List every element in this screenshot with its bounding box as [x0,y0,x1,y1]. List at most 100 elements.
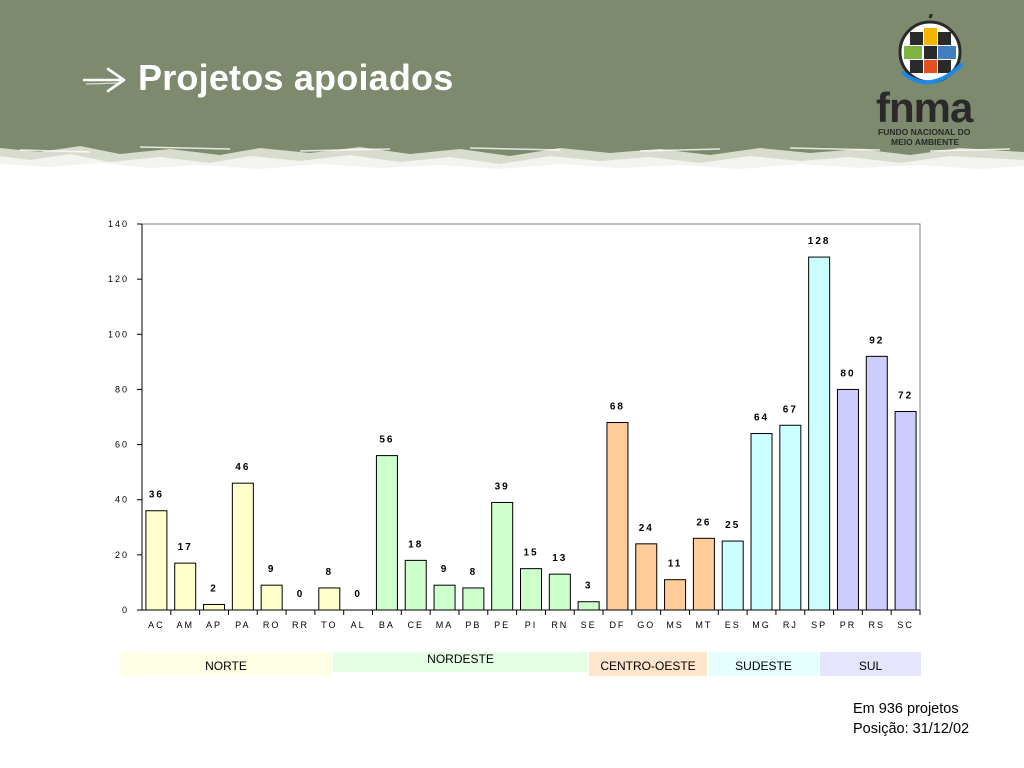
data-label: 56 [379,435,394,446]
x-tick-label: AC [148,620,165,630]
region-norte: NORTE [120,652,332,676]
data-label: 26 [696,517,711,528]
page-title: Projetos apoiados [138,57,454,98]
data-label: 8 [470,567,478,578]
data-label: 36 [149,490,164,501]
bar-es [721,540,744,611]
bar-pe [491,501,514,611]
globe-icon [898,14,964,85]
data-label: 17 [178,542,193,553]
x-tick-label: RN [551,620,568,630]
region-label: NORTE [205,659,247,673]
bar-df [606,422,629,611]
data-label: 25 [725,520,740,531]
data-label: 68 [610,402,625,413]
data-label: 15 [523,548,538,559]
data-label: 72 [898,390,913,401]
logo-subtitle-line2: MEIO AMBIENTE [891,137,960,147]
region-label: SUL [858,659,883,673]
bar-mt [692,537,715,611]
bar-ap [203,603,226,611]
x-tick-label: RS [869,620,886,630]
data-label: 0 [297,589,305,600]
bar-rj [779,424,802,611]
bar-go [635,543,658,611]
note-line2: Posição: 31/12/02 [853,721,970,737]
region-label: CENTRO-OESTE [600,659,696,673]
x-tick-label: GO [637,620,655,630]
x-tick-label: MA [436,620,454,630]
x-tick-label: MT [695,620,712,630]
y-tick-label: 100 [108,329,129,339]
y-tick-label: 120 [108,274,129,284]
x-tick-label: RO [263,620,281,630]
data-label: 9 [441,564,449,575]
bar-sc [894,410,917,611]
data-label: 2 [210,583,218,594]
logo-wordmark: fnma [876,84,973,131]
data-label: 80 [840,368,855,379]
arrow-right-icon [82,67,126,93]
header-banner [0,0,1024,176]
data-label: 67 [783,404,798,415]
bar-se [577,601,600,611]
data-label: 13 [552,553,567,564]
data-label: 39 [495,481,510,492]
x-tick-label: PE [494,620,510,630]
bar-ce [404,559,427,611]
logo-subtitle-line1: FUNDO NACIONAL DO [878,127,971,137]
x-tick-label: AL [351,620,366,630]
y-tick-label: 80 [115,384,129,394]
x-tick-label: TO [321,620,337,630]
y-tick-label: 40 [115,495,129,505]
x-tick-label: SC [897,620,914,630]
note: Em 936 projetos Posição: 31/12/02 [853,699,969,739]
data-label: 24 [639,523,654,534]
bar-ma [433,584,456,611]
y-tick-label: 140 [108,219,129,229]
x-tick-label: SP [811,620,827,630]
data-label: 9 [268,564,276,575]
fnma-logo [898,14,964,85]
data-label: 8 [326,567,334,578]
x-tick-label: RJ [783,620,798,630]
data-label: 18 [408,539,423,550]
brush-edge-decoration [0,140,1024,176]
x-tick-label: RR [292,620,309,630]
bar-sp [808,256,831,611]
region-sudeste: SUDESTE [708,652,819,676]
data-label: 11 [668,559,683,570]
y-tick-label: 20 [115,550,129,560]
bar-mg [750,433,773,611]
data-label: 92 [869,335,884,346]
data-label: 128 [808,236,831,247]
x-tick-label: CE [407,620,424,630]
bar-pi [520,568,542,611]
region-nordeste: NORDESTE [333,652,588,672]
bar-pr [836,388,859,611]
bar-rn [548,573,571,611]
x-tick-label: AP [206,620,222,630]
bar-ba [375,455,398,611]
x-tick-label: MS [666,620,684,630]
x-tick-label: DF [609,620,625,630]
bar-pb [462,587,485,611]
bar-am [174,562,197,611]
bar-pa [231,482,254,611]
region-centro-oeste: CENTRO-OESTE [589,652,707,676]
bar-ms [664,579,687,611]
data-label: 3 [585,581,593,592]
data-label: 0 [354,589,362,600]
data-label: 64 [754,413,769,424]
y-tick-label: 0 [122,605,129,615]
x-tick-label: PA [235,620,250,630]
bar-rs [865,355,888,611]
x-tick-label: MG [752,620,771,630]
region-label: SUDESTE [735,659,792,673]
region-sul: SUL [820,652,921,676]
bar-to [318,587,341,611]
x-tick-label: AM [176,620,194,630]
x-tick-label: BA [379,620,395,630]
bar-ac [145,510,168,611]
